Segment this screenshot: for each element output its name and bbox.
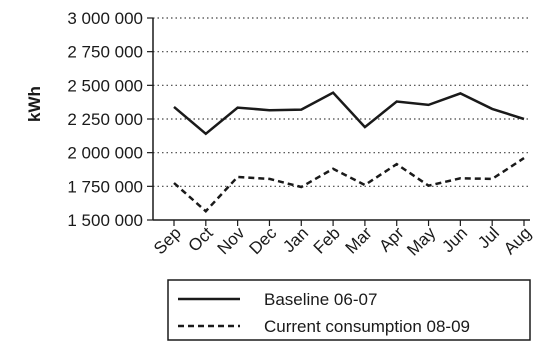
y-tick-label: 2 500 000: [67, 76, 143, 95]
y-tick-label: 2 250 000: [67, 110, 143, 129]
y-tick-label: 1 750 000: [67, 177, 143, 196]
x-tick-label: Mar: [342, 223, 376, 257]
legend-label-baseline: Baseline 06-07: [264, 290, 377, 309]
y-axis: 1 500 000 1 750 000 2 000 000 2 250 000 2 50…: [67, 9, 154, 230]
y-tick-label: 1 500 000: [67, 211, 143, 230]
series-line-current: [173, 157, 525, 213]
legend: Baseline 06-07 Current consumption 08-09: [167, 279, 531, 341]
x-tick-label: May: [403, 223, 439, 259]
x-tick-label: Dec: [245, 223, 280, 258]
x-tick-label: Aug: [500, 223, 535, 258]
legend-box: [167, 279, 531, 341]
y-tick-label: 3 000 000: [67, 9, 143, 28]
y-tick-label: 2 750 000: [67, 43, 143, 62]
y-tick-label: 2 000 000: [67, 144, 143, 163]
x-tick-label: Apr: [375, 223, 407, 255]
plot-lines: [173, 91, 525, 213]
series-line-baseline: [173, 91, 525, 136]
y-axis-label: kWh: [25, 86, 44, 122]
x-tick-label: Jan: [279, 223, 312, 256]
x-tick-label: Sep: [150, 223, 185, 258]
x-tick-label: Jul: [474, 223, 503, 252]
legend-label-current: Current consumption 08-09: [264, 317, 470, 336]
x-tick-label: Feb: [310, 223, 344, 257]
x-tick-label: Jun: [438, 223, 471, 256]
x-tick-label: Oct: [185, 223, 217, 255]
x-tick-label: Nov: [214, 223, 249, 258]
